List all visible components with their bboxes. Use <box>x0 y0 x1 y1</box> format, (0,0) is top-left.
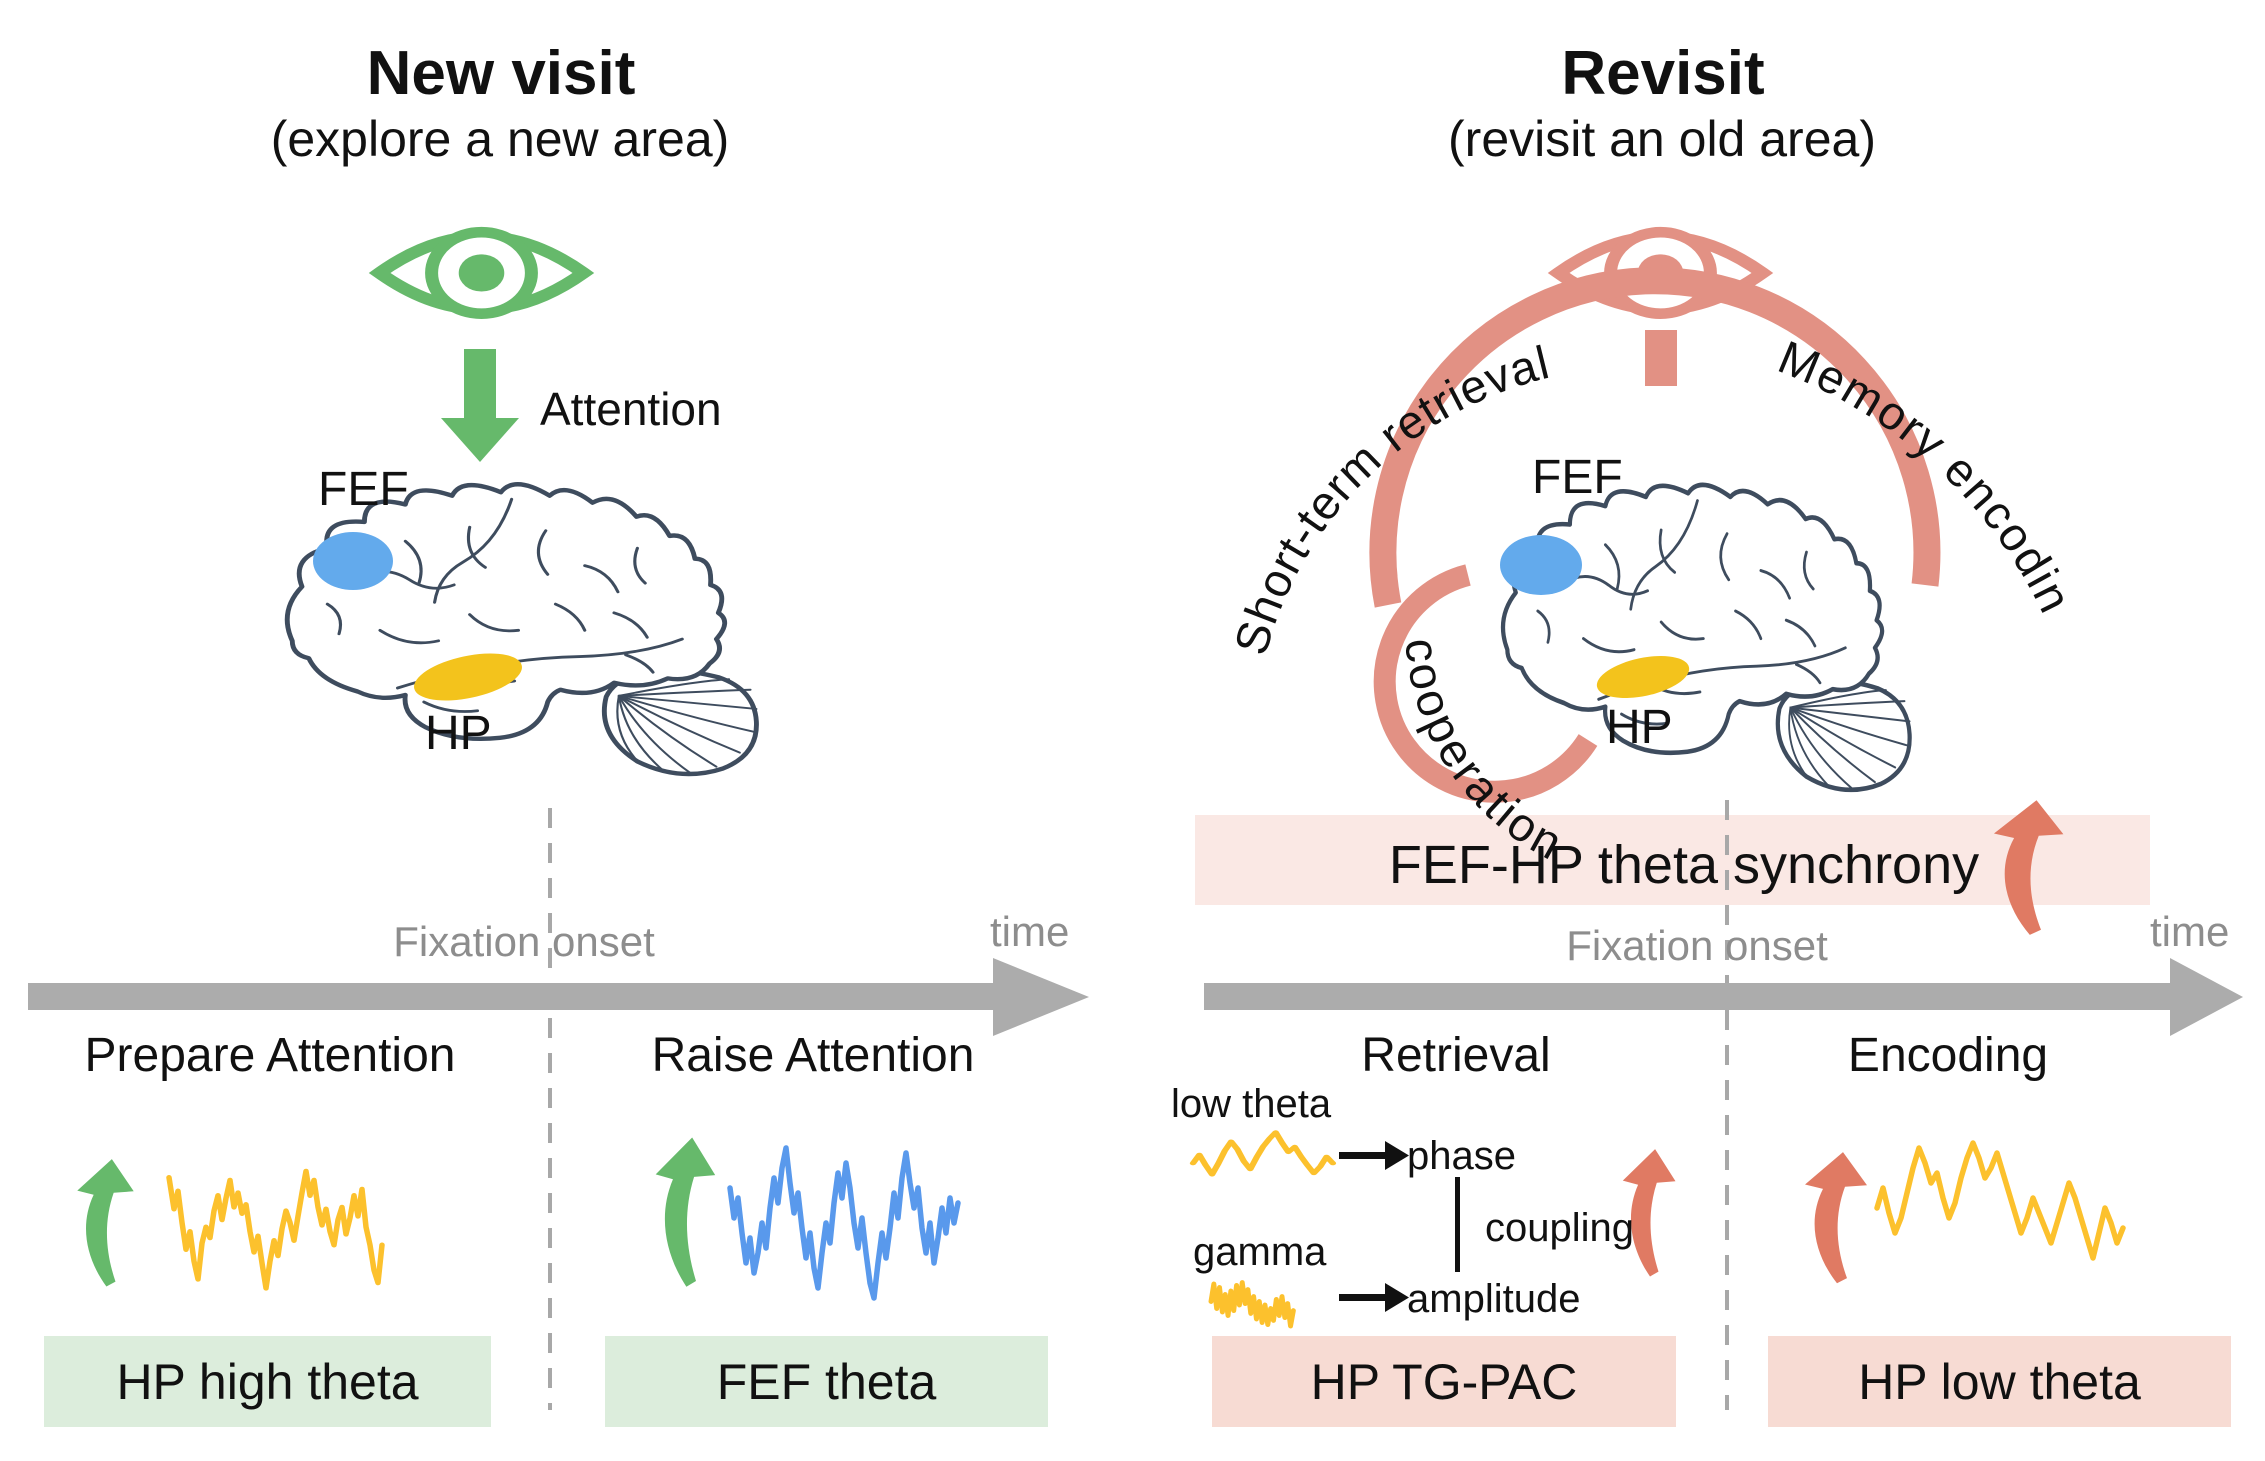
retrieval-label: Retrieval <box>1361 1029 1551 1082</box>
attention-arrow-icon <box>441 349 519 462</box>
hp-region-left <box>414 653 522 701</box>
hp-label-left: HP <box>425 707 492 760</box>
fef-theta-box: FEF theta <box>605 1336 1048 1427</box>
fixation-onset-right: Fixation onset <box>1566 922 1828 969</box>
memory-arc <box>1369 267 1941 608</box>
phase-label: phase <box>1407 1134 1516 1178</box>
coupling-label: coupling <box>1485 1206 1635 1250</box>
timeline-arrow-right <box>1204 958 2243 1036</box>
raise-attention-label: Raise Attention <box>651 1029 975 1082</box>
amplitude-label: amplitude <box>1407 1277 1581 1321</box>
hp-low-theta-wave <box>1874 1140 2126 1261</box>
phase-arrow-icon <box>1339 1141 1409 1170</box>
hp-low-theta-box: HP low theta <box>1768 1336 2231 1427</box>
low-theta-small-wave <box>1189 1130 1337 1177</box>
hp-tgpac-label: HP TG-PAC <box>1310 1353 1578 1410</box>
fixation-onset-left: Fixation onset <box>393 918 655 965</box>
theta-synchrony-banner-label: FEF-HP theta synchrony <box>1388 835 1980 895</box>
cooperation-arc <box>1373 564 1598 803</box>
hp-high-theta-label: HP high theta <box>116 1353 419 1410</box>
amplitude-arrow-icon <box>1339 1283 1409 1312</box>
fef-region-left <box>313 532 393 590</box>
fef-label-right: FEF <box>1532 451 1623 504</box>
theta-synchrony-banner <box>1195 815 2150 905</box>
hp-low-theta-label: HP low theta <box>1858 1353 2141 1410</box>
encoding-label: Encoding <box>1847 1029 2049 1082</box>
low-theta-label: low theta <box>1171 1082 1332 1126</box>
hp-tgpac-box: HP TG-PAC <box>1212 1336 1676 1427</box>
time-label-right: time <box>2150 908 2230 955</box>
eye-stem <box>1645 330 1677 386</box>
right-title: Revisit <box>1561 39 1765 108</box>
hp-theta-wave <box>166 1168 385 1291</box>
hp-region-right <box>1596 656 1690 698</box>
attention-label: Attention <box>540 383 722 435</box>
timeline-arrow-left <box>28 958 1089 1036</box>
coupling-connector-line <box>1455 1177 1460 1272</box>
prepare-attention-label: Prepare Attention <box>84 1029 456 1082</box>
hp-high-theta-box: HP high theta <box>44 1336 491 1427</box>
right-subtitle: (revisit an old area) <box>1448 111 1876 167</box>
left-subtitle: (explore a new area) <box>270 111 730 167</box>
fef-region-right <box>1500 535 1582 595</box>
gamma-small-wave <box>1208 1280 1296 1329</box>
hp-label-right: HP <box>1606 701 1673 754</box>
fef-theta-wave <box>727 1145 961 1301</box>
fef-label-left: FEF <box>318 463 409 516</box>
fef-theta-label: FEF theta <box>716 1353 937 1410</box>
gamma-label: gamma <box>1193 1230 1327 1274</box>
left-title: New visit <box>366 39 636 108</box>
time-label-left: time <box>990 908 1070 955</box>
